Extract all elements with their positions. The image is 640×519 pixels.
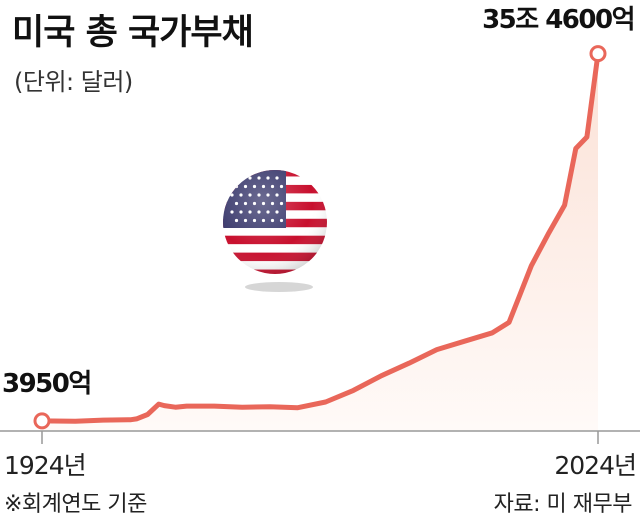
x-tick-label-end: 2024년 bbox=[554, 451, 636, 480]
chart-footnote: ※회계연도 기준 bbox=[4, 492, 147, 517]
end-point-marker bbox=[589, 45, 607, 63]
chart-title: 미국 총 국가부채 bbox=[12, 13, 254, 53]
flag-star bbox=[230, 176, 234, 180]
start-value-label: 3950억 bbox=[2, 369, 91, 399]
flag-star bbox=[239, 176, 243, 180]
us-flag-icon bbox=[223, 170, 327, 292]
debt-line bbox=[39, 51, 601, 424]
chart-source: 자료: 미 재무부 bbox=[493, 492, 633, 517]
start-point-marker bbox=[33, 412, 51, 430]
end-value-label: 35조 4600억 bbox=[482, 5, 634, 35]
x-tick-label-start: 1924년 bbox=[4, 451, 86, 480]
debt-area-fill bbox=[42, 53, 598, 431]
chart-unit-label: (단위: 달러) bbox=[14, 68, 133, 96]
